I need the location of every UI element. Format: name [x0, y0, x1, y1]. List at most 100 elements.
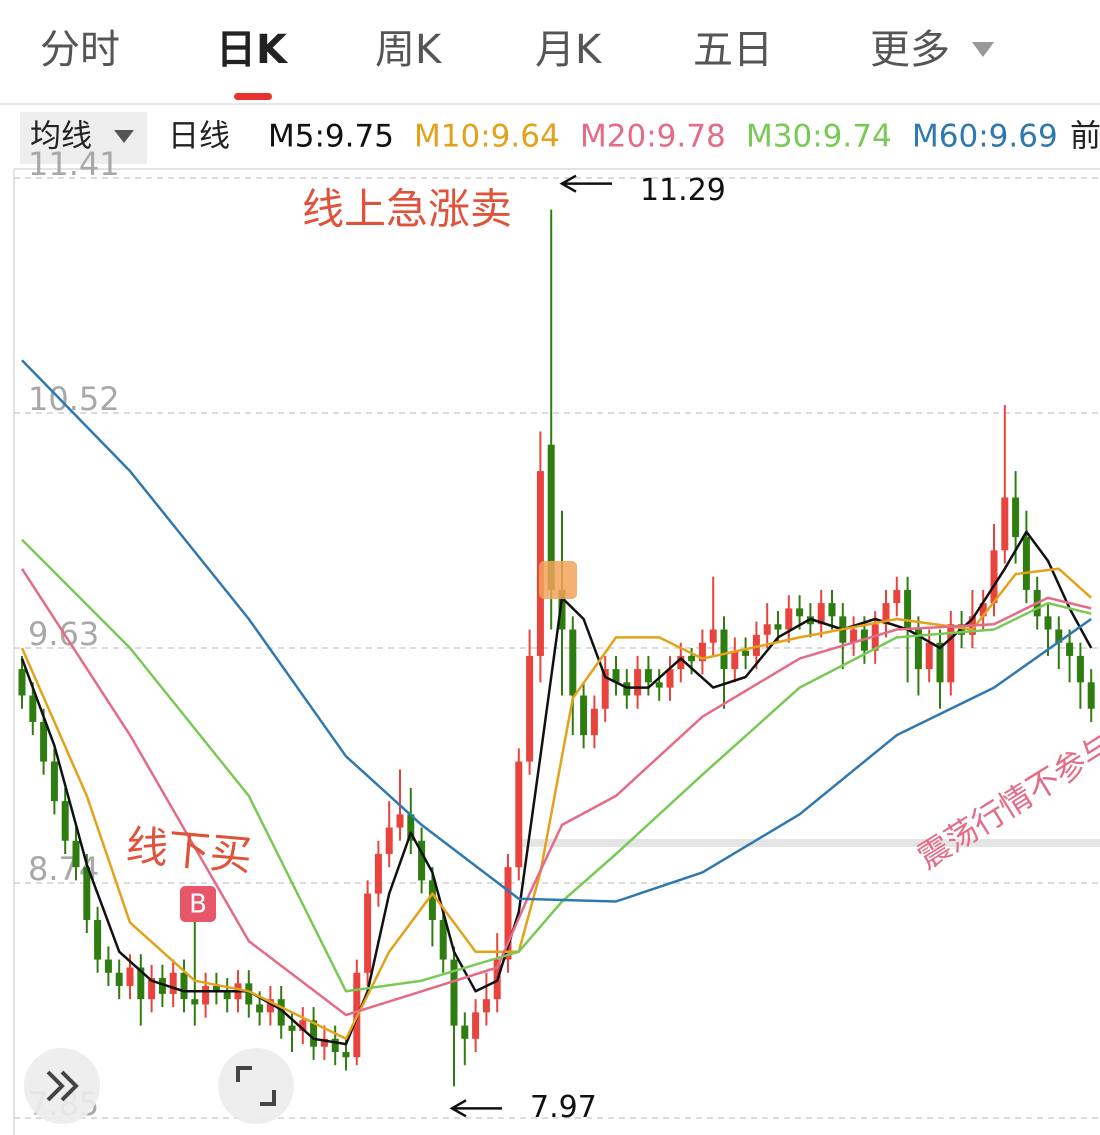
candle-body [1055, 629, 1063, 643]
candle-body [677, 655, 685, 670]
expand-icon [46, 1070, 79, 1102]
annotation: 线下买 [124, 821, 254, 881]
candle-body [169, 972, 177, 994]
candle-body [796, 608, 804, 617]
candle-body [580, 695, 588, 736]
legend-entry: M30:9.74 [746, 119, 892, 155]
tab-underline [234, 93, 272, 100]
candle-body [148, 978, 156, 1000]
candle-body [774, 624, 782, 630]
ma-line [20, 568, 1092, 1017]
candle-body [590, 708, 598, 736]
candle-body [299, 1020, 307, 1031]
candle-body [191, 999, 199, 1005]
candle-body [202, 985, 210, 1005]
candle-body [720, 629, 728, 670]
candle-body [979, 603, 987, 617]
candle-body [288, 1025, 296, 1031]
ma-line [21, 359, 1092, 903]
candle-body [104, 959, 112, 973]
plot [18, 209, 1095, 1087]
tab[interactable]: 月K [535, 27, 603, 73]
candle-body [482, 999, 490, 1013]
annotation: 震荡行情不参与 [911, 725, 1100, 876]
candle-body [180, 972, 188, 1000]
tab[interactable]: 分时 [40, 27, 120, 73]
legend-entry: M10:9.64 [414, 119, 560, 155]
tab[interactable]: 周K [375, 27, 443, 73]
tab[interactable]: 五日 [693, 27, 773, 73]
dropdown-arrow [972, 42, 994, 57]
candle-body [450, 959, 458, 1026]
candle-body [601, 669, 609, 709]
candle-body [990, 550, 998, 604]
candle-body [18, 669, 26, 696]
candle-body [364, 893, 372, 973]
candle-body [40, 721, 48, 762]
candle-body [266, 999, 274, 1013]
candle-body [223, 991, 231, 1000]
candle-body [828, 603, 836, 617]
buy-marker-text: B [189, 890, 207, 920]
candle-body [245, 983, 253, 1005]
candle-body [709, 629, 717, 643]
high-label: 11.29 [640, 173, 726, 208]
annotation: 线上急涨卖 [302, 185, 512, 234]
candle-body [428, 880, 436, 920]
candle-body [1066, 642, 1074, 656]
candle-body [61, 801, 69, 841]
candle-body [547, 444, 555, 590]
candle-body [698, 642, 706, 662]
candle-body [644, 669, 652, 683]
candle-body [947, 624, 955, 683]
candle-body [439, 919, 447, 960]
candle-body [1087, 682, 1095, 709]
low-label: 7.97 [530, 1090, 597, 1125]
fullscreen-icon [236, 1066, 276, 1106]
cut-text: 前 [1070, 119, 1100, 155]
candle-body [526, 655, 534, 762]
candle-body [936, 642, 944, 683]
candle-body [558, 589, 566, 630]
y-tick-label: 11.41 [28, 145, 120, 183]
candle-body [72, 840, 80, 868]
tabs: 分时 日K 周K 月K 五日 更多 [40, 27, 994, 100]
period: 日线 [168, 119, 230, 155]
legend: M5:9.75 M10:9.64 M20:9.78 M30:9.74 M60:9.69 [268, 119, 1058, 155]
candle-body [850, 629, 858, 643]
candle-body [320, 1038, 328, 1047]
candle-body [925, 642, 933, 670]
legend-entry: M60:9.69 [912, 119, 1058, 155]
ma-line [20, 530, 1093, 1046]
candle-body [126, 967, 134, 986]
fullscreen-button[interactable] [218, 1048, 294, 1124]
candle-body [893, 589, 901, 604]
candle-body [515, 761, 523, 868]
candle-body [666, 669, 674, 688]
arrow [559, 174, 612, 193]
candle-body [50, 761, 58, 802]
candle-body [731, 650, 739, 670]
candle-body [94, 919, 102, 960]
ma-line [21, 538, 1092, 993]
arrow [449, 1099, 502, 1118]
candle-body [623, 682, 631, 696]
ma-selector-text: 均线 [30, 119, 92, 155]
candle-body [904, 589, 912, 630]
candle-body [504, 867, 512, 960]
dropdown-arrow [114, 130, 134, 143]
candle-body [212, 985, 220, 992]
tab-active[interactable]: 日K [216, 27, 289, 73]
candle-body [331, 1038, 339, 1052]
candle-body [871, 624, 879, 651]
candle-body [29, 695, 37, 722]
tab[interactable]: 更多 [870, 27, 950, 73]
candle-body [83, 867, 91, 920]
candle-body [256, 1004, 264, 1013]
candle-body [472, 1012, 480, 1039]
candle-body [752, 634, 760, 656]
candle-body [374, 853, 382, 894]
sell-marker [539, 561, 577, 599]
candle-body [385, 827, 393, 854]
